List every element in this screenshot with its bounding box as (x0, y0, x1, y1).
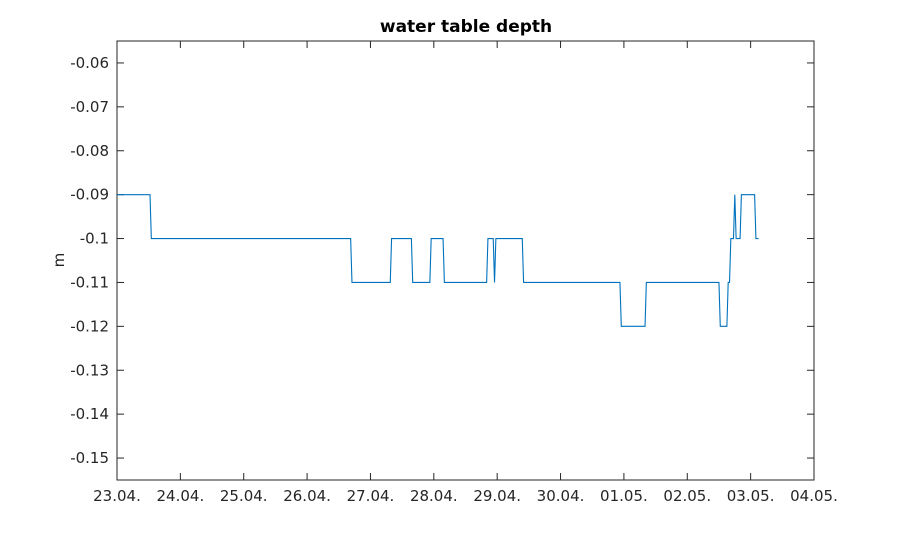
y-tick-label: -0.07 (70, 98, 109, 116)
x-tick-label: 25.04. (220, 487, 268, 505)
x-tick-label: 23.04. (93, 487, 141, 505)
y-tick-label: -0.15 (70, 449, 109, 467)
x-tick-label: 03.05. (727, 487, 775, 505)
series-layer (117, 194, 759, 327)
series-line-0 (117, 194, 759, 327)
y-tick-label: -0.11 (70, 273, 109, 291)
x-tick-label: 29.04. (473, 487, 521, 505)
chart-title: water table depth (380, 17, 552, 37)
x-tick-label: 02.05. (663, 487, 711, 505)
x-tick-label: 04.05. (790, 487, 838, 505)
x-axis: 23.04. 24.04. 25.04. 26.04. 27.04. 28.04. 29.0… (93, 41, 838, 505)
y-tick-label: -0.13 (70, 361, 109, 379)
x-tick-label: 28.04. (410, 487, 458, 505)
y-tick-label: -0.12 (70, 317, 109, 335)
x-tick-label: 01.05. (600, 487, 648, 505)
y-tick-label: -0.08 (70, 142, 109, 160)
x-tick-label: 26.04. (283, 487, 331, 505)
y-tick-label: -0.06 (70, 54, 109, 72)
y-tick-label: -0.09 (70, 186, 109, 204)
x-tick-label: 27.04. (347, 487, 395, 505)
y-tick-label: -0.14 (70, 405, 109, 423)
x-tick-label: 24.04. (157, 487, 205, 505)
y-tick-label: -0.1 (80, 230, 109, 248)
y-axis: -0.06 -0.07 -0.08 -0.09 -0.1 -0.11 -0.12 -0.13 -… (70, 54, 814, 467)
y-axis-label: m (50, 253, 68, 268)
x-tick-label: 30.04. (537, 487, 585, 505)
plot-area (116, 40, 815, 481)
